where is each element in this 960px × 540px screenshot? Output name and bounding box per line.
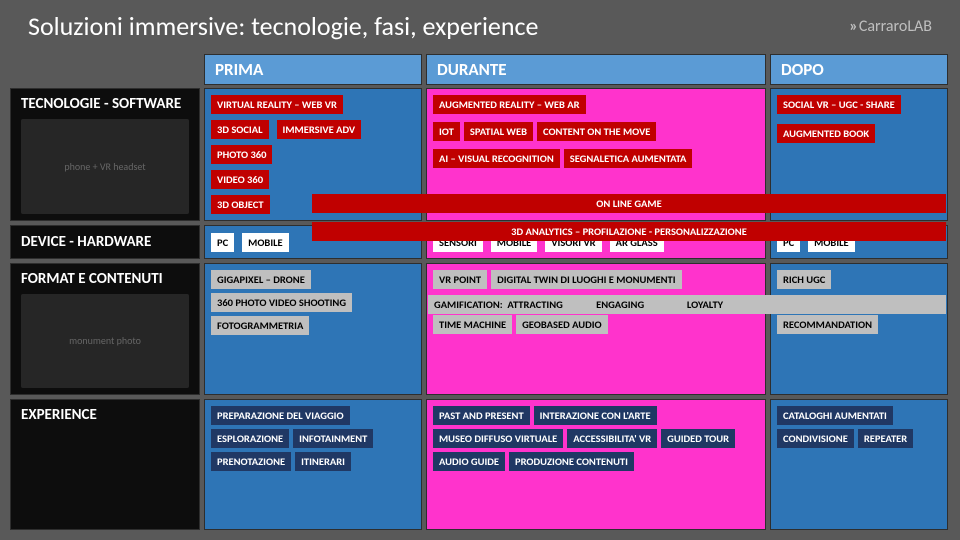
fmt-prima-cell: GIGAPIXEL – DRONE 360 PHOTO VIDEO SHOOTI… [204, 263, 422, 395]
tag-move: CONTENT ON THE MOVE [537, 122, 656, 141]
tag-spatial: SPATIAL WEB [464, 122, 533, 141]
phase-dopo: DOPO [770, 54, 948, 85]
fmt-rec: RECOMMANDATION [777, 315, 878, 334]
exp-info: INFOTAINMENT [293, 429, 373, 448]
exp-cat: CATALOGHI AUMENTATI [777, 406, 893, 425]
exp-esp: ESPLORAZIONE [211, 429, 289, 448]
tag-3dobject: 3D OBJECT [211, 195, 270, 214]
fmt-twin: DIGITAL TWIN DI LUOGHI E MONUMENTI [491, 270, 681, 289]
tag-socialvr: SOCIAL VR – UGC - SHARE [777, 95, 901, 114]
fmt-vrpoint: VR POINT [433, 270, 487, 289]
exp-prima-cell: PREPARAZIONE DEL VIAGGIO ESPLORAZIONE IN… [204, 399, 422, 531]
tag-video360: VIDEO 360 [211, 170, 269, 189]
exp-arte: INTERAZIONE CON L'ARTE [534, 406, 657, 425]
tag-photo360: PHOTO 360 [211, 145, 272, 164]
row-hw-label: DEVICE - HARDWARE [10, 225, 200, 259]
fmt-shoot: 360 PHOTO VIDEO SHOOTING [211, 293, 352, 312]
phase-prima: PRIMA [204, 54, 422, 85]
fmt-gamification: GAMIFICATION: ATTRACTING ENGAGING LOYALT… [428, 295, 946, 314]
row-tech-label: TECNOLOGIE - SOFTWARE phone + VR headset [10, 88, 200, 221]
fmt-giga: GIGAPIXEL – DRONE [211, 270, 311, 289]
exp-prod: PRODUZIONE CONTENUTI [509, 452, 634, 471]
tag-3dsocial: 3D SOCIAL [211, 120, 269, 139]
hw-mobile: MOBILE [242, 233, 289, 252]
tag-sign: SEGNALETICA AUMENTATA [564, 149, 693, 168]
row-fmt-label: FORMAT E CONTENUTI monument photo [10, 263, 200, 395]
exp-prep: PREPARAZIONE DEL VIAGGIO [211, 406, 350, 425]
exp-dopo-cell: CATALOGHI AUMENTATI CONDIVISIONE REPEATE… [770, 399, 948, 531]
exp-museo: MUSEO DIFFUSO VIRTUALE [433, 429, 563, 448]
tag-ai: AI – VISUAL RECOGNITION [433, 149, 560, 168]
fmt-dopo-cell: RICH UGC RECOMMANDATION [770, 263, 948, 395]
vr-illustration: phone + VR headset [21, 119, 189, 214]
fmt-foto: FOTOGRAMMETRIA [211, 316, 309, 335]
exp-itin: ITINERARI [295, 452, 351, 471]
fmt-rich: RICH UGC [777, 270, 831, 289]
monument-illustration: monument photo [21, 294, 189, 388]
row-exp-label: EXPERIENCE [10, 399, 200, 531]
tag-book: AUGMENTED BOOK [777, 124, 875, 143]
tag-immersive-adv: IMMERSIVE ADV [277, 120, 362, 139]
exp-audio: AUDIO GUIDE [433, 452, 505, 471]
exp-past: PAST AND PRESENT [433, 406, 530, 425]
exp-acc: ACCESSIBILITA' VR [567, 429, 657, 448]
exp-pren: PRENOTAZIONE [211, 452, 291, 471]
exp-durante-cell: PAST AND PRESENT INTERAZIONE CON L'ARTE … [426, 399, 766, 531]
brand-logo: » CarraroLAB [849, 17, 932, 36]
exp-rep: REPEATER [858, 429, 913, 448]
brand-chevron: » [849, 17, 855, 36]
tag-3danalytics: 3D ANALYTICS – PROFILAZIONE - PERSONALIZ… [312, 222, 946, 241]
exp-tour: GUIDED TOUR [661, 429, 735, 448]
fmt-geo: GEOBASED AUDIO [516, 315, 608, 334]
phase-durante: DURANTE [426, 54, 766, 85]
tag-vr: VIRTUAL REALITY – WEB VR [211, 95, 343, 114]
fmt-time: TIME MACHINE [433, 315, 512, 334]
page-title: Soluzioni immersive: tecnologie, fasi, e… [28, 10, 538, 42]
exp-cond: CONDIVISIONE [777, 429, 854, 448]
tag-iot: IOT [433, 122, 460, 141]
tag-ar: AUGMENTED REALITY – WEB AR [433, 95, 586, 114]
hw-pc: PC [211, 233, 234, 252]
fmt-durante-cell: VR POINT DIGITAL TWIN DI LUOGHI E MONUME… [426, 263, 766, 395]
tag-online-game: ON LINE GAME [312, 194, 946, 213]
